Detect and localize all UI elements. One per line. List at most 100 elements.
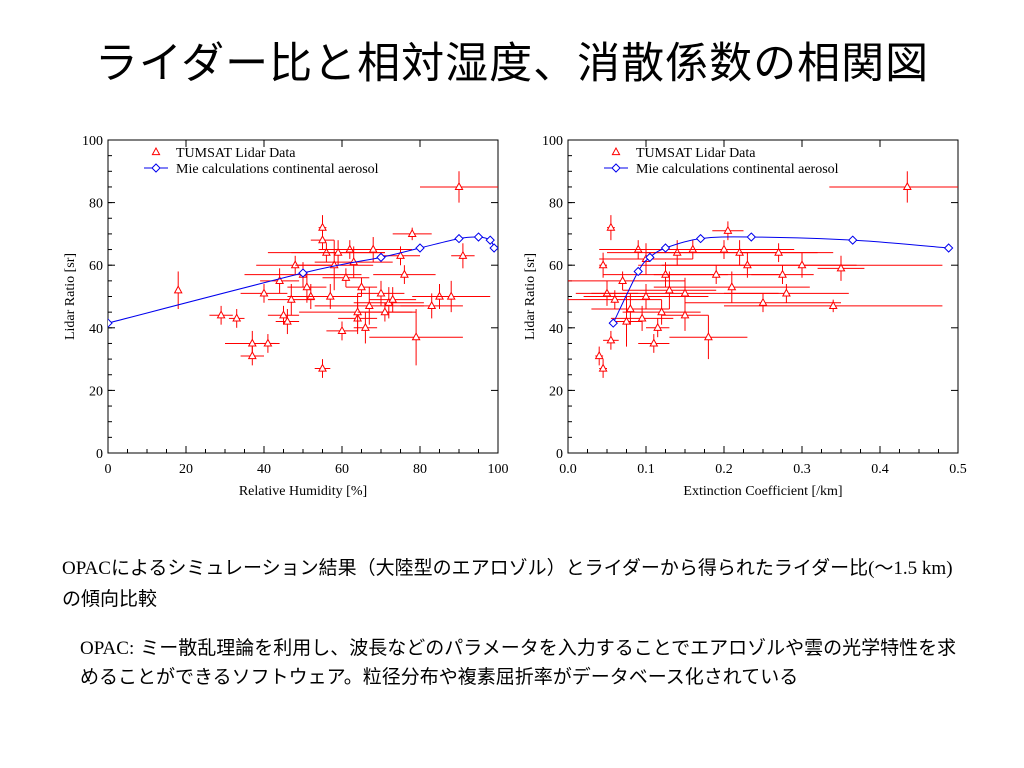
triangle-marker	[598, 363, 608, 372]
lidar-point	[661, 252, 943, 278]
triangle-marker	[723, 225, 733, 234]
legend-lidar-label: TUMSAT Lidar Data	[176, 146, 296, 161]
x-tick-label: 0.2	[715, 462, 733, 477]
triangle-marker	[641, 291, 651, 300]
x-tick-label: 100	[488, 462, 509, 477]
lidar-point	[817, 255, 865, 281]
lidar-point	[267, 305, 300, 325]
lidar-point	[173, 271, 183, 310]
triangle-marker	[263, 338, 273, 347]
triangle-marker	[357, 282, 366, 291]
lidar-point	[712, 221, 744, 241]
caption-text: によるシミュレーション結果（大陸型のエアロゾル）とライダーから得られたライダー比	[110, 557, 869, 579]
triangle-marker	[396, 250, 405, 259]
lidar-point	[334, 237, 413, 263]
triangle-marker	[345, 244, 355, 253]
lidar-point	[260, 334, 276, 353]
triangle-marker	[727, 282, 737, 291]
triangle-marker	[353, 307, 363, 316]
triangle-marker	[216, 310, 226, 319]
chart-humidity-svg: 0 20 40 60 80 100 0 20 40 60 80 100 Relative Humidit…	[63, 134, 509, 499]
triangle-marker	[649, 338, 659, 347]
triangle-marker	[364, 300, 374, 309]
diamond-marker	[485, 235, 495, 245]
figure-caption: OPACによるシミュレーション結果（大陸型のエアロゾル）とライダーから得られたラ…	[62, 553, 962, 615]
diamond-marker	[376, 252, 386, 263]
lidar-point	[598, 359, 608, 378]
triangle-marker	[302, 282, 312, 291]
triangle-marker	[680, 310, 690, 319]
triangle-marker	[661, 269, 670, 278]
lidar-point	[739, 243, 818, 263]
lidar-point	[209, 305, 233, 325]
lidar-point	[451, 243, 475, 269]
lidar-point	[369, 287, 417, 313]
triangle-marker	[672, 247, 682, 256]
lidar-point	[669, 315, 748, 360]
lidar-point	[622, 271, 717, 310]
x-tick-label: 20	[179, 462, 193, 477]
diamond-marker	[608, 318, 618, 328]
triangle-marker	[173, 285, 183, 294]
y-tick-label: 80	[549, 197, 563, 212]
x-tick-label: 60	[335, 462, 349, 477]
triangle-marker	[836, 263, 846, 272]
caption-paren: (〜1.5 km)	[868, 558, 953, 579]
triangle-marker	[388, 294, 398, 303]
lidar-point	[353, 287, 424, 319]
triangle-marker	[781, 288, 791, 297]
y-tick-label: 40	[549, 322, 563, 337]
lidar-point	[314, 359, 331, 378]
lidar-point	[594, 346, 604, 366]
triangle-marker	[337, 325, 347, 335]
x-tick-label: 0.1	[637, 462, 655, 477]
slide-title: ライダー比と相対湿度、消散係数の相関図	[94, 39, 930, 89]
diamond-marker	[645, 252, 655, 263]
y-tick-label: 20	[89, 384, 103, 399]
diamond-marker	[454, 233, 464, 244]
triangle-marker	[688, 244, 698, 253]
triangle-marker	[318, 363, 327, 372]
lidar-point	[275, 309, 300, 335]
legend-lidar-label: TUMSAT Lidar Data	[636, 146, 756, 161]
triangle-marker	[247, 350, 257, 360]
triangle-marker	[774, 247, 784, 256]
lidar-point	[392, 227, 432, 241]
plot-area	[568, 171, 958, 378]
plot-area	[108, 171, 498, 378]
lidar-point	[610, 305, 674, 331]
triangle-marker	[606, 335, 616, 344]
y-tick-label: 60	[549, 259, 563, 274]
y-tick-label: 80	[89, 197, 103, 212]
x-tick-label: 80	[413, 462, 427, 477]
triangle-marker	[902, 181, 912, 191]
lidar-point	[591, 293, 670, 325]
chart-extinction-svg: 0.0 0.1 0.2 0.3 0.4 0.5 0 20 40 60 80 100 Extinction…	[523, 134, 967, 499]
triangle-marker	[664, 285, 674, 294]
triangle-marker	[318, 235, 327, 244]
y-tick-label: 20	[549, 384, 563, 399]
lidar-point	[583, 283, 709, 310]
lidar-point	[599, 243, 693, 275]
lidar-point	[240, 346, 264, 366]
lidar-point	[287, 271, 327, 303]
triangle-marker	[653, 322, 663, 331]
triangle-marker	[625, 303, 635, 313]
triangle-marker	[275, 275, 285, 284]
triangle-marker	[742, 260, 752, 269]
lidar-point	[603, 330, 619, 350]
note-prefix: OPAC:	[80, 638, 135, 659]
triangle-marker	[797, 260, 807, 269]
x-tick-label: 0.0	[559, 462, 577, 477]
triangle-marker	[618, 275, 628, 284]
triangle-marker	[399, 269, 409, 278]
lidar-point	[357, 302, 413, 322]
diamond-marker	[415, 243, 425, 253]
lidar-point	[653, 240, 795, 259]
triangle-marker	[435, 291, 444, 300]
lidar-point	[829, 171, 958, 203]
lidar-point	[400, 293, 463, 319]
triangle-marker	[282, 316, 292, 325]
lidar-point	[606, 215, 616, 241]
caption-prefix: OPAC	[62, 558, 111, 579]
